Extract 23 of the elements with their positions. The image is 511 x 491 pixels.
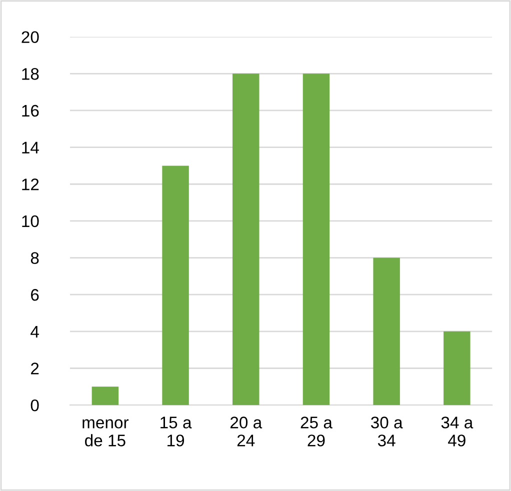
bar xyxy=(302,74,330,406)
bar xyxy=(444,331,470,406)
x-tick-label: 25 a 29 xyxy=(300,416,332,446)
bar xyxy=(373,258,400,406)
y-tick-label: 6 xyxy=(31,289,39,301)
bar xyxy=(92,386,119,406)
bar xyxy=(232,74,260,406)
x-tick-label: 15 a 19 xyxy=(160,416,192,446)
y-tick-label: 18 xyxy=(22,68,39,80)
y-tick-label: 14 xyxy=(22,142,39,154)
y-tick-label: 0 xyxy=(30,399,39,412)
x-tick-label: 30 a 34 xyxy=(370,416,403,446)
x-tick-label: 20 a 24 xyxy=(230,416,262,446)
y-tick-label: 10 xyxy=(22,215,39,228)
y-tick-label: 16 xyxy=(22,104,39,117)
y-tick-label: 20 xyxy=(22,31,39,44)
y-tick-label: 12 xyxy=(22,178,39,190)
bar xyxy=(162,166,189,406)
y-tick-label: 8 xyxy=(30,252,39,264)
x-tick-label: 34 a 49 xyxy=(441,416,474,446)
x-tick-label: menor de 15 xyxy=(82,419,129,446)
y-tick-label: 4 xyxy=(30,326,39,338)
y-tick-label: 2 xyxy=(31,362,39,374)
